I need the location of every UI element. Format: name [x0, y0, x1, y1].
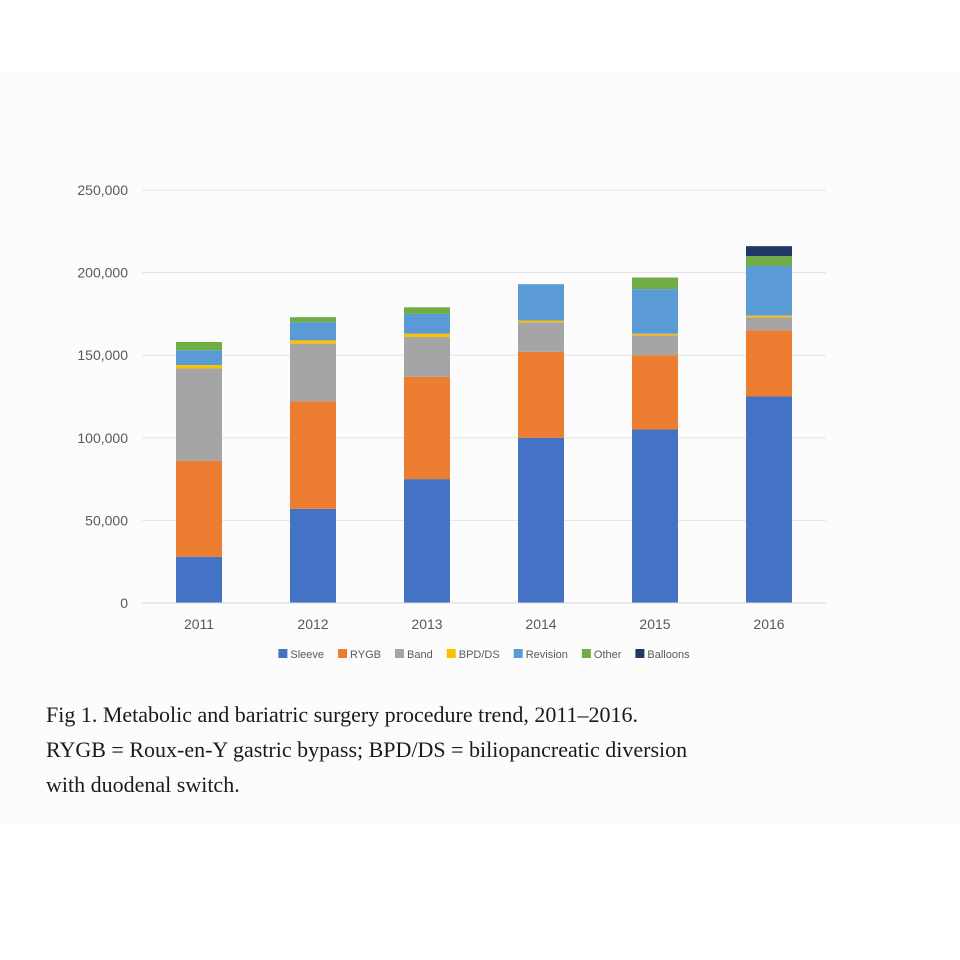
bar-segment-rygb	[632, 355, 678, 430]
bar-segment-sleeve	[518, 437, 564, 603]
bar-segment-bpd-ds	[176, 365, 222, 369]
y-tick-label: 250,000	[77, 182, 128, 198]
legend-label: Balloons	[647, 649, 690, 661]
legend: Sleeve RYGB Band BPD/DS Revision Other Balloon…	[278, 649, 690, 661]
legend-item: BPD/DS	[446, 649, 500, 661]
legend-label: Sleeve	[290, 649, 324, 661]
legend-item: Revision	[513, 649, 568, 661]
x-tick-label: 2015	[639, 616, 670, 632]
bar-segment-band	[518, 322, 564, 352]
bar-segment-revision	[290, 322, 336, 341]
bar-segment-other	[404, 307, 450, 314]
bar-segment-other	[290, 317, 336, 323]
bar-segment-other	[176, 341, 222, 351]
bar-segment-band	[404, 337, 450, 377]
bar-segment-sleeve	[290, 508, 336, 603]
legend-swatch	[278, 649, 288, 658]
x-axis-ticks: 2011 2012 2013 2014 2015 2016	[184, 616, 785, 632]
y-tick-label: 0	[120, 595, 128, 611]
stacked-bar-chart: 0 50,000 100,000 150,000 200,000 250,000 2011…	[77, 182, 826, 661]
bar-segment-bpd-ds	[290, 340, 336, 344]
x-tick-label: 2016	[753, 616, 784, 632]
bar-segment-band	[176, 368, 222, 461]
bar-segment-other	[632, 277, 678, 290]
x-tick-label: 2011	[184, 616, 214, 632]
y-tick-label: 50,000	[85, 512, 128, 528]
legend-item: RYGB	[338, 649, 381, 661]
bars	[176, 246, 792, 603]
y-tick-label: 100,000	[77, 430, 128, 446]
legend-swatch	[513, 649, 523, 658]
legend-label: Band	[407, 649, 433, 661]
caption-line-2: RYGB = Roux-en-Y gastric bypass; BPD/DS …	[46, 737, 688, 762]
figure: 0 50,000 100,000 150,000 200,000 250,000 2011…	[0, 72, 960, 824]
bar-segment-bpd-ds	[746, 315, 792, 318]
bar-segment-bpd-ds	[404, 333, 450, 338]
bar-segment-balloons	[746, 246, 792, 257]
bar-segment-sleeve	[632, 429, 678, 603]
y-axis-ticks: 0 50,000 100,000 150,000 200,000 250,000	[77, 182, 128, 611]
bar-segment-rygb	[518, 351, 564, 438]
bar-segment-sleeve	[176, 556, 222, 603]
bar-segment-rygb	[176, 460, 222, 557]
legend-label: BPD/DS	[459, 649, 500, 661]
x-tick-label: 2012	[297, 616, 328, 632]
legend-swatch	[446, 649, 456, 658]
bar-segment-sleeve	[746, 396, 792, 603]
caption-line-3: with duodenal switch.	[46, 772, 240, 797]
legend-swatch	[635, 649, 645, 658]
bar-segment-revision	[746, 265, 792, 316]
x-tick-label: 2013	[411, 616, 442, 632]
bar-segment-band	[290, 343, 336, 402]
bar-segment-rygb	[746, 330, 792, 397]
legend-label: Revision	[526, 649, 568, 661]
bar-segment-revision	[176, 350, 222, 366]
figure-caption: Fig 1. Metabolic and bariatric surgery p…	[46, 697, 906, 802]
bar-segment-band	[632, 335, 678, 356]
legend-swatch	[581, 649, 591, 658]
legend-item: Other	[581, 649, 622, 661]
bar-segment-revision	[404, 313, 450, 334]
legend-item: Balloons	[635, 649, 690, 661]
y-tick-label: 200,000	[77, 265, 128, 281]
bar-segment-sleeve	[404, 479, 450, 603]
bar-segment-bpd-ds	[632, 333, 678, 336]
bar-segment-revision	[518, 284, 564, 321]
bar-segment-rygb	[404, 376, 450, 480]
legend-label: Other	[594, 649, 622, 661]
bar-segment-bpd-ds	[518, 320, 564, 323]
bar-segment-revision	[632, 289, 678, 334]
legend-swatch	[338, 649, 348, 658]
legend-item: Band	[395, 649, 433, 661]
bar-segment-other	[746, 256, 792, 266]
legend-item: Sleeve	[278, 649, 324, 661]
caption-line-1: Fig 1. Metabolic and bariatric surgery p…	[46, 702, 639, 727]
legend-swatch	[395, 649, 405, 658]
gridlines	[142, 189, 826, 521]
x-tick-label: 2014	[525, 616, 556, 632]
legend-label: RYGB	[350, 649, 381, 661]
bar-segment-band	[746, 317, 792, 331]
y-tick-label: 150,000	[77, 347, 128, 363]
bar-segment-rygb	[290, 401, 336, 509]
